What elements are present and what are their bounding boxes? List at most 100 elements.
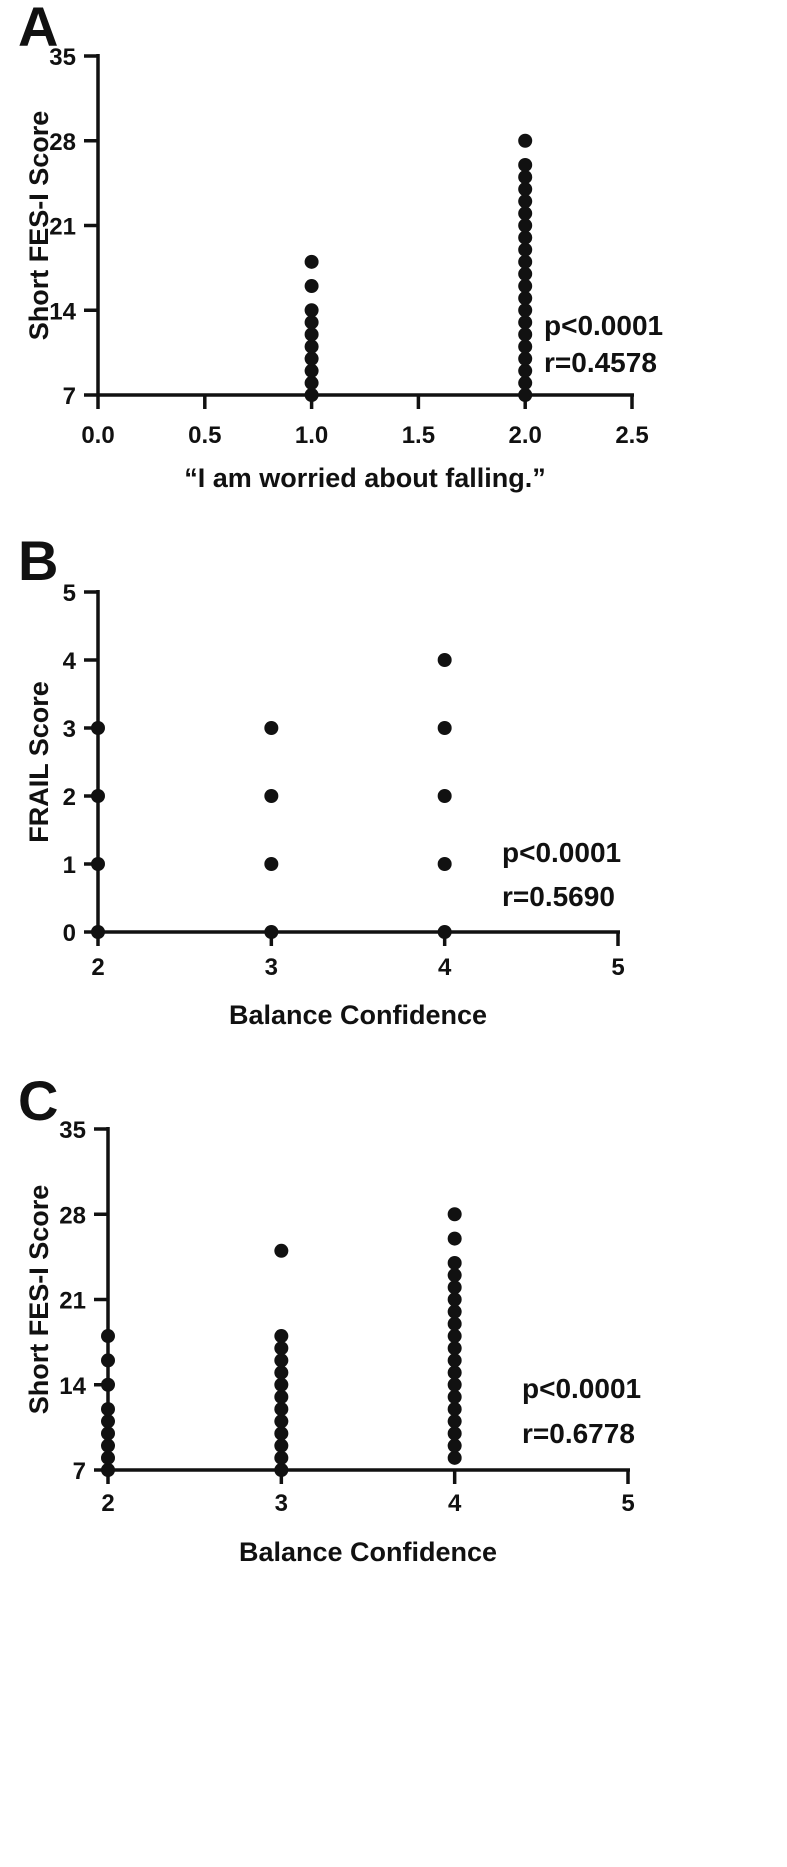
panel-a-data-point (518, 206, 533, 221)
panel-a-data-point (518, 327, 533, 342)
panel-a-data-point (518, 351, 533, 366)
panel-b-data-point (437, 653, 452, 667)
panel-c-r-value: r=0.6778 (522, 1418, 635, 1449)
panel-a-y-tick-label: 7 (63, 383, 76, 410)
panel-c-data-point (447, 1341, 462, 1356)
panel-b: B 2 3 4 5 0 1 2 3 4 5 Balance Confidence FRAIL Score… (18, 529, 625, 1030)
panel-a-data-point (518, 315, 533, 330)
panel-a-x-axis-title: “I am worried about falling.” (184, 463, 546, 493)
panel-a-y-tick-label: 14 (49, 298, 76, 325)
panel-c-data-point (274, 1365, 289, 1380)
panel-c-data-point (274, 1353, 289, 1368)
panel-c-data-point (447, 1304, 462, 1319)
panel-a-label: A (18, 0, 58, 58)
panel-c-data-point (274, 1463, 289, 1477)
panel-a-data-point (304, 279, 319, 294)
panel-a-data-point (304, 315, 319, 330)
panel-a-data-point (518, 218, 533, 233)
panel-c-data-point (447, 1402, 462, 1417)
panel-c-data-point (447, 1268, 462, 1283)
panel-c-data-point (101, 1414, 115, 1429)
panel-b-data-point (91, 721, 105, 735)
panel-c-data-point (274, 1402, 289, 1417)
panel-b-data-point (264, 857, 279, 871)
panel-a-data-point (518, 363, 533, 378)
panel-c-data-point (101, 1329, 115, 1344)
panel-b-y-tick-label: 5 (63, 580, 76, 607)
panel-c-data-point (447, 1207, 462, 1222)
panel-b-y-tick-label: 1 (63, 852, 76, 879)
panel-b-data-point (264, 925, 279, 939)
panel-b-data-point (91, 925, 105, 939)
panel-b-y-tick-label: 0 (63, 920, 76, 947)
panel-a-data-point (518, 157, 533, 172)
panel-a-x-tick-label: 0.5 (188, 422, 221, 449)
panel-a-data-point (518, 339, 533, 354)
panel-c-data-point (447, 1255, 462, 1270)
panel-c-data-point (447, 1292, 462, 1307)
panel-a-data-point (304, 254, 319, 269)
panel-a-data-point (304, 351, 319, 366)
panel-a-data-point (304, 388, 319, 402)
panel-a-data-point (304, 375, 319, 390)
panel-c-p-value: p<0.0001 (522, 1373, 641, 1404)
panel-c-x-tick-label: 3 (275, 1490, 288, 1517)
panel-c-data-point (447, 1280, 462, 1295)
panel-b-data-point (437, 925, 452, 939)
panel-a-data-point (518, 375, 533, 390)
panel-b-data-point (437, 721, 452, 735)
panel-b-p-value: p<0.0001 (502, 837, 621, 868)
panel-a-data-point (304, 339, 319, 354)
panel-b-x-tick-label: 3 (265, 954, 278, 981)
panel-c-data-point (447, 1450, 462, 1465)
panel-c-x-axis-title: Balance Confidence (239, 1537, 497, 1567)
panel-a-data-point (518, 194, 533, 209)
panel-a-data-point (518, 266, 533, 281)
panel-a-data-point (518, 230, 533, 245)
panel-c: C 2 3 4 5 7 14 21 28 35 Balance Confidence Short FE… (18, 1069, 641, 1567)
panel-c-data-point (274, 1414, 289, 1429)
panel-b-data-point (264, 721, 279, 735)
panel-c-data-point (101, 1450, 115, 1465)
panel-a-data-point (304, 327, 319, 342)
panel-a-data-point (518, 133, 533, 148)
panel-c-y-axis-title: Short FES-I Score (24, 1185, 54, 1415)
panel-c-data-point (447, 1389, 462, 1404)
panel-c-data-point (101, 1463, 115, 1477)
panel-c-data-point (274, 1377, 289, 1392)
panel-a-data-point (518, 242, 533, 257)
panel-b-y-tick-label: 4 (63, 648, 77, 675)
panel-a-data-point (518, 303, 533, 318)
panel-c-data-point (101, 1353, 115, 1368)
panel-c-data-point (447, 1365, 462, 1380)
panel-a-y-axis-title: Short FES-I Score (24, 111, 54, 341)
panel-c-data-point (274, 1341, 289, 1356)
panel-a-x-tick-label: 2.5 (615, 422, 648, 449)
panel-c-data-point (447, 1438, 462, 1453)
panel-c-y-tick-label: 14 (59, 1373, 86, 1400)
panel-b-data-point (264, 789, 279, 803)
panel-b-y-tick-label: 3 (63, 716, 76, 743)
panel-a-y-tick-label: 28 (49, 129, 76, 156)
panel-c-x-tick-label: 4 (448, 1490, 462, 1517)
panel-b-data-point (91, 789, 105, 803)
panel-a-p-value: p<0.0001 (544, 310, 663, 341)
panel-c-data-point (447, 1414, 462, 1429)
panel-a-data-point (518, 291, 533, 306)
panel-b-y-axis-title: FRAIL Score (24, 681, 54, 843)
panel-b-data-point (91, 857, 105, 871)
panel-c-y-tick-label: 21 (59, 1288, 86, 1315)
panel-c-y-tick-label: 28 (59, 1202, 86, 1229)
panel-a-data-point (518, 254, 533, 269)
panel-c-x-tick-label: 5 (621, 1490, 634, 1517)
panel-a-x-tick-label: 0.0 (81, 422, 114, 449)
panel-a-data-point (518, 388, 533, 402)
panel-c-data-point (447, 1353, 462, 1368)
panel-c-y-tick-label: 35 (59, 1117, 86, 1144)
panel-b-x-tick-label: 2 (91, 954, 104, 981)
panel-c-data-point (274, 1450, 289, 1465)
panel-b-data-point (437, 857, 452, 871)
panel-b-x-tick-label: 5 (611, 954, 624, 981)
panel-b-data-point (437, 789, 452, 803)
